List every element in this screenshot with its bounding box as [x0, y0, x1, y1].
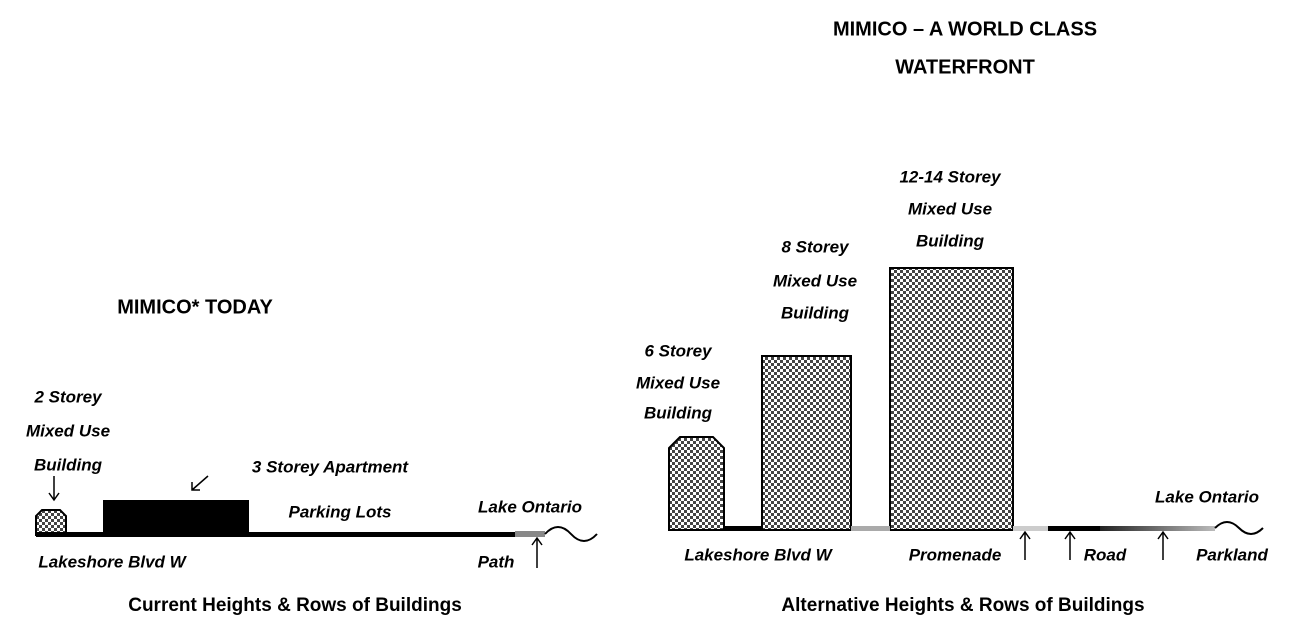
road [1048, 526, 1100, 531]
caption: Current Heights & Rows of Buildings [128, 595, 462, 616]
building-label: 2 Storey [33, 387, 103, 406]
water [544, 526, 598, 542]
water [1214, 521, 1264, 535]
promenade [1013, 526, 1048, 531]
current-title: MIMICO* TODAY [117, 296, 273, 318]
building [761, 355, 852, 531]
building-label: Mixed Use [26, 421, 110, 440]
promenade [851, 526, 890, 531]
building-label: 6 Storey [644, 341, 713, 360]
building-label: 12-14 Storey [899, 167, 1002, 186]
building-label: Mixed Use [773, 271, 857, 290]
caption: Alternative Heights & Rows of Buildings [781, 595, 1144, 616]
ground [36, 532, 516, 537]
building-label: Building [781, 303, 850, 322]
building-label: Building [34, 455, 103, 474]
building [103, 500, 249, 535]
parking-label: Parking Lots [289, 502, 392, 521]
building [668, 436, 725, 531]
building-label: Mixed Use [908, 199, 992, 218]
building-label: Mixed Use [636, 373, 720, 392]
building-label: Building [916, 231, 985, 250]
building-label: Building [644, 403, 713, 422]
main-title: MIMICO – A WORLD CLASS [833, 18, 1097, 40]
arrows [48, 475, 1169, 568]
apartment-label: 3 Storey Apartment [252, 457, 410, 476]
road-label: Road [1084, 545, 1127, 564]
path [515, 531, 545, 537]
road-label: Lakeshore Blvd W [684, 545, 833, 564]
parkland-label: Parkland [1196, 545, 1268, 564]
building [889, 267, 1014, 531]
lake-label: Lake Ontario [478, 497, 582, 516]
parkland [1100, 526, 1215, 531]
road-label: Lakeshore Blvd W [38, 552, 187, 571]
building-label: 8 Storey [781, 237, 850, 256]
road [724, 526, 762, 531]
lake-label: Lake Ontario [1155, 487, 1259, 506]
path-label: Path [478, 552, 515, 571]
main-title: WATERFRONT [895, 56, 1035, 78]
building [35, 509, 67, 536]
promenade-label: Promenade [909, 545, 1002, 564]
